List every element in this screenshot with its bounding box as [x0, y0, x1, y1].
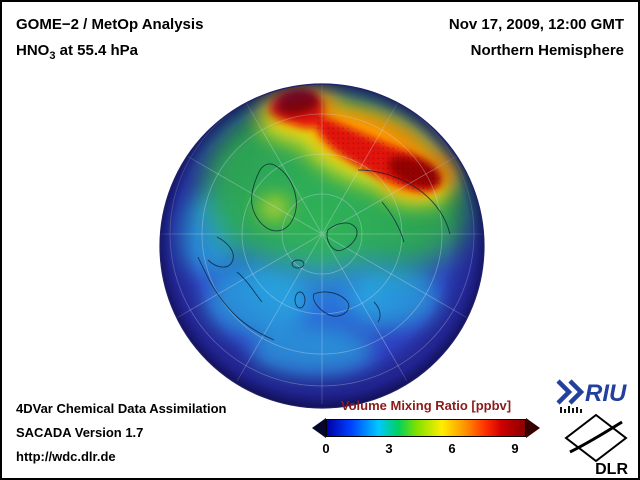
colorbar-under-range-arrow — [312, 418, 326, 438]
header-right: Nov 17, 2009, 12:00 GMT Northern Hemisph… — [449, 12, 624, 64]
species-level-label: HNO3 at 55.4 hPa — [16, 38, 203, 69]
riu-logo: RIU — [556, 379, 627, 413]
colorbar: Volume Mixing Ratio [ppbv] 0 3 6 9 — [312, 398, 540, 457]
datetime-label: Nov 17, 2009, 12:00 GMT — [448, 16, 624, 33]
colorbar-ticks: 0 3 6 9 — [322, 441, 526, 457]
colorbar-title: Volume Mixing Ratio [ppbv] — [340, 398, 512, 413]
footer-credits: 4DVar Chemical Data Assimilation SACADA … — [16, 397, 227, 469]
hemisphere-label: Northern Hemisphere — [470, 42, 624, 59]
tick-label-9: 9 — [511, 441, 519, 456]
dlr-logo: DLR — [564, 413, 628, 476]
dlr-diamond-icon — [564, 413, 628, 463]
pressure-level: at 55.4 hPa — [55, 42, 139, 59]
wdc-url: http://wdc.dlr.de — [16, 449, 116, 464]
species-name: HNO — [16, 42, 50, 59]
dlr-logo-text: DLR — [595, 461, 628, 476]
riu-chevron-icon — [568, 379, 585, 405]
colorbar-over-range-arrow — [526, 418, 540, 438]
globe-data-layer — [160, 84, 484, 408]
globe-outline — [159, 83, 485, 409]
dlr-swoosh-icon — [569, 420, 623, 454]
tick-label-0: 0 — [322, 441, 330, 456]
colorbar-gradient — [326, 419, 526, 437]
riu-chevron-icon — [556, 379, 573, 405]
riu-logo-text: RIU — [585, 380, 627, 407]
tick-label-6: 6 — [448, 441, 456, 456]
species-subscript: 3 — [49, 50, 56, 62]
assimilation-label: 4DVar Chemical Data Assimilation — [16, 401, 227, 416]
analysis-title: GOME−2 / MetOp Analysis — [16, 16, 204, 33]
header-left: GOME−2 / MetOp Analysis HNO3 at 55.4 hPa — [16, 12, 203, 69]
version-label: SACADA Version 1.7 — [16, 425, 144, 440]
riu-bars-icon — [560, 406, 582, 413]
colorbar-bar — [312, 418, 540, 438]
tick-label-3: 3 — [385, 441, 393, 456]
